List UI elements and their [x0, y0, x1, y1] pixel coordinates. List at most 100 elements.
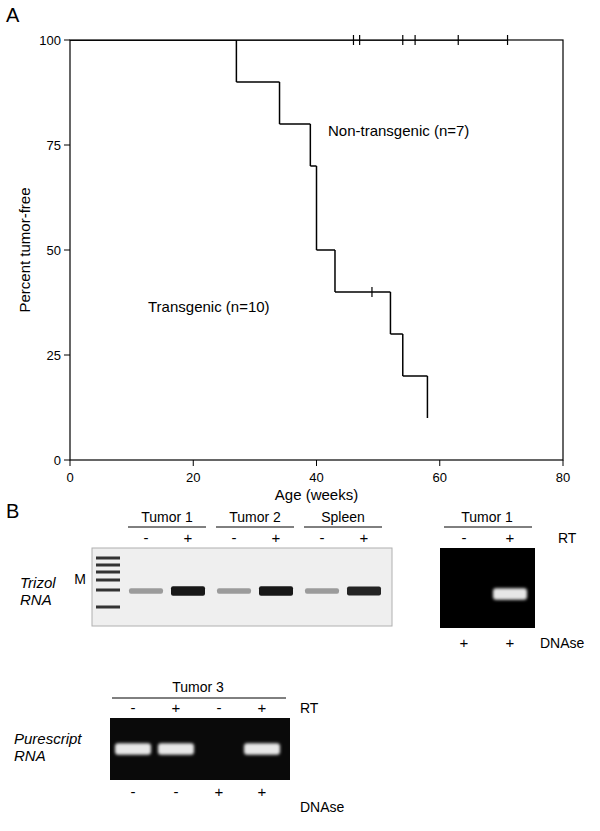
y-tick — [64, 250, 70, 251]
x-tick — [70, 460, 71, 466]
rt-sign: - — [217, 699, 222, 716]
step-drop — [236, 40, 238, 82]
series-label: Transgenic (n=10) — [148, 298, 270, 315]
rt-sign: - — [462, 529, 467, 546]
step-drop — [334, 250, 336, 292]
y-tick-label: 25 — [47, 348, 61, 363]
step-level — [236, 81, 279, 83]
step-drop — [402, 334, 404, 376]
plot-frame — [70, 40, 563, 460]
gel-band — [158, 743, 194, 754]
gel-band — [447, 594, 481, 595]
gel-band — [244, 743, 280, 754]
series — [70, 40, 427, 418]
rt-sign: - — [232, 529, 237, 546]
group-underline — [128, 527, 206, 528]
step-drop — [279, 82, 281, 124]
gel — [110, 718, 290, 780]
group-label: Spleen — [321, 509, 365, 525]
step-drop — [316, 166, 318, 250]
x-tick — [193, 460, 194, 466]
step-level — [310, 165, 316, 167]
dnase-sign: + — [460, 634, 469, 651]
y-tick-label: 100 — [39, 33, 61, 48]
series-label: Non-transgenic (n=7) — [328, 122, 469, 139]
step-level — [70, 40, 508, 41]
dnase-sign: - — [174, 783, 179, 800]
gel — [92, 548, 392, 626]
dnase-sign: + — [215, 783, 224, 800]
x-tick-label: 40 — [309, 470, 323, 485]
panel-label: A — [6, 4, 20, 26]
censor-mark — [402, 35, 403, 45]
y-tick — [64, 355, 70, 356]
rt-sign: - — [320, 529, 325, 546]
row-label: Trizol — [20, 574, 56, 591]
row-label: Purescript — [14, 730, 82, 747]
dnase-label: DNAse — [300, 799, 345, 815]
gel-band — [129, 588, 163, 593]
gel-band — [493, 588, 527, 599]
dnase-sign: - — [131, 783, 136, 800]
step-drop — [427, 376, 429, 418]
step-drop — [310, 124, 312, 166]
y-tick-label: 0 — [54, 453, 61, 468]
dnase-sign: + — [258, 783, 267, 800]
censor-mark — [507, 35, 508, 45]
gel-band — [115, 743, 151, 754]
gel-band — [201, 749, 237, 750]
y-tick-label: 50 — [47, 243, 61, 258]
y-tick — [64, 460, 70, 461]
row-label: RNA — [20, 591, 52, 608]
y-axis-label: Percent tumor-free — [16, 187, 33, 312]
rt-sign: + — [258, 699, 267, 716]
gel-band — [171, 586, 205, 595]
gel-band — [347, 587, 381, 596]
gel-band — [217, 588, 251, 593]
x-tick-label: 80 — [556, 470, 570, 485]
ladder-band — [96, 571, 120, 574]
y-tick-label: 75 — [47, 138, 61, 153]
ladder-band — [96, 606, 120, 609]
censor-mark — [415, 35, 416, 45]
dnase-sign: + — [506, 634, 515, 651]
rt-sign: - — [131, 699, 136, 716]
group-underline — [304, 527, 382, 528]
figure: A 0 20 40 60 80 0 25 50 75 100 Age (weeks) Percent t… — [0, 0, 600, 831]
group-label: Tumor 3 — [172, 679, 224, 695]
step-level — [335, 291, 390, 293]
step-level — [390, 333, 402, 335]
rt-label: RT — [558, 530, 577, 546]
ladder-band — [96, 564, 120, 567]
rt-label: RT — [300, 700, 319, 716]
gel — [440, 548, 535, 628]
x-tick-label: 60 — [433, 470, 447, 485]
x-tick-label: 0 — [66, 470, 73, 485]
rt-sign: - — [144, 529, 149, 546]
group-label: Tumor 1 — [461, 509, 513, 525]
rt-sign: + — [272, 529, 281, 546]
step-level — [317, 249, 335, 251]
y-tick — [64, 40, 70, 41]
background — [0, 0, 600, 831]
censor-mark — [458, 35, 459, 45]
group-underline — [444, 527, 532, 528]
gel-band — [305, 588, 339, 593]
group-label: Tumor 1 — [141, 509, 193, 525]
group-label: Tumor 2 — [229, 509, 281, 525]
ladder-band — [96, 557, 120, 560]
x-tick — [563, 460, 564, 466]
dnase-label: DNAse — [540, 635, 585, 651]
step-drop — [390, 292, 392, 334]
marker-label: M — [74, 571, 86, 587]
x-tick-label: 20 — [186, 470, 200, 485]
x-tick — [316, 460, 317, 466]
step-level — [280, 123, 311, 125]
ladder-band — [96, 589, 120, 592]
x-tick — [439, 460, 440, 466]
censor-mark — [353, 35, 354, 45]
step-level — [403, 375, 428, 377]
gel-band — [259, 586, 293, 595]
x-axis-label: Age (weeks) — [275, 486, 358, 503]
rt-sign: + — [506, 529, 515, 546]
